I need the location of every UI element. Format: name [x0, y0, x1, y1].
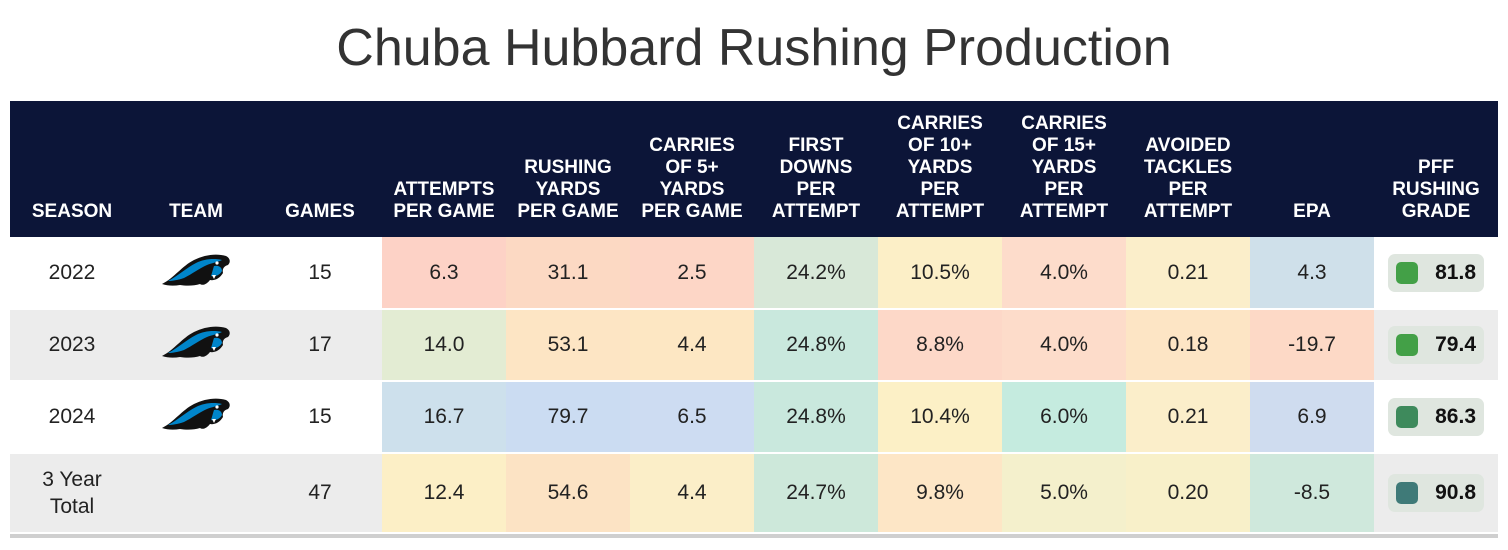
grade-color-swatch	[1396, 482, 1418, 504]
cell-team	[134, 237, 258, 310]
cell-first-downs-per-attempt: 24.2%	[754, 237, 878, 310]
header-epa: EPA	[1293, 201, 1331, 222]
cell-team	[134, 381, 258, 454]
panther-logo-icon	[162, 326, 230, 358]
header-rushing-yards-per-game: RUSHING YARDS PER GAME	[517, 157, 619, 222]
cell-epa: -19.7	[1250, 309, 1374, 382]
table-header-row: SEASON TEAM GAMES ATTEMPTS PER GAME RUSH…	[10, 101, 1498, 237]
grade-value: 90.8	[1435, 481, 1476, 504]
cell-games: 47	[258, 453, 382, 534]
cell-epa: 6.9	[1250, 381, 1374, 454]
page-title: Chuba Hubbard Rushing Production	[336, 19, 1172, 77]
grade-color-swatch	[1396, 334, 1418, 356]
cell-carries-10-plus-per-attempt: 8.8%	[878, 309, 1002, 382]
cell-season: 3 Year Total	[10, 453, 134, 534]
cell-season: 2023	[10, 309, 134, 382]
rushing-stats-table: SEASON TEAM GAMES ATTEMPTS PER GAME RUSH…	[10, 101, 1498, 538]
cell-games: 15	[258, 381, 382, 454]
cell-rushing-yards-per-game: 31.1	[506, 237, 630, 310]
cell-rushing-yards-per-game: 79.7	[506, 381, 630, 454]
table-row: 3 Year Total 47 12.4 54.6 4.4 24.7% 9.8% 5.0% 0.…	[10, 453, 1498, 534]
cell-carries-15-plus-per-attempt: 5.0%	[1002, 453, 1126, 534]
grade-color-swatch	[1396, 261, 1418, 284]
header-pff-rushing-grade: PFF RUSHING GRADE	[1392, 157, 1480, 222]
table-bottom-border	[10, 533, 1498, 538]
cell-attempts-per-game: 6.3	[382, 237, 506, 310]
cell-epa: 4.3	[1250, 237, 1374, 310]
cell-attempts-per-game: 16.7	[382, 381, 506, 454]
grade-value: 86.3	[1435, 405, 1476, 428]
cell-avoided-tackles-per-attempt: 0.21	[1126, 237, 1250, 310]
header-season: SEASON	[31, 201, 113, 222]
cell-carries-10-plus-per-attempt: 10.5%	[878, 237, 1002, 310]
grade-badge: 86.3	[1388, 398, 1484, 436]
cell-avoided-tackles-per-attempt: 0.20	[1126, 453, 1250, 534]
header-carries-5-plus-per-game: CARRIES OF 5+ YARDS PER GAME	[641, 135, 743, 222]
cell-rushing-yards-per-game: 54.6	[506, 453, 630, 534]
header-carries-10-plus-per-attempt: CARRIES OF 10+ YARDS PER ATTEMPT	[895, 113, 985, 222]
cell-avoided-tackles-per-attempt: 0.21	[1126, 381, 1250, 454]
cell-carries-15-plus-per-attempt: 6.0%	[1002, 381, 1126, 454]
grade-badge: 81.8	[1388, 253, 1484, 292]
cell-team	[134, 453, 258, 534]
cell-carries-5-plus-per-game: 4.4	[630, 309, 754, 382]
cell-team	[134, 309, 258, 382]
cell-attempts-per-game: 14.0	[382, 309, 506, 382]
cell-avoided-tackles-per-attempt: 0.18	[1126, 309, 1250, 382]
cell-attempts-per-game: 12.4	[382, 453, 506, 534]
cell-pff-rushing-grade: 79.4	[1374, 309, 1498, 382]
cell-pff-rushing-grade: 90.8	[1374, 453, 1498, 534]
cell-pff-rushing-grade: 81.8	[1374, 237, 1498, 310]
header-games: GAMES	[285, 201, 355, 222]
grade-value: 81.8	[1435, 260, 1476, 284]
cell-carries-10-plus-per-attempt: 9.8%	[878, 453, 1002, 534]
cell-carries-15-plus-per-attempt: 4.0%	[1002, 237, 1126, 310]
header-attempts-per-game: ATTEMPTS PER GAME	[393, 179, 495, 222]
panther-logo-icon	[162, 398, 230, 430]
cell-first-downs-per-attempt: 24.8%	[754, 381, 878, 454]
header-first-downs-per-attempt: FIRST DOWNS PER ATTEMPT	[771, 135, 861, 222]
cell-first-downs-per-attempt: 24.7%	[754, 453, 878, 534]
header-avoided-tackles-per-attempt: AVOIDED TACKLES PER ATTEMPT	[1143, 135, 1233, 222]
cell-games: 17	[258, 309, 382, 382]
table-row: 2022 15 6.3 31.1 2.5 24.2% 10.5% 4.0% 0.21 4.3 81.…	[10, 237, 1498, 310]
cell-season: 2024	[10, 381, 134, 454]
header-team: TEAM	[169, 201, 223, 222]
cell-pff-rushing-grade: 86.3	[1374, 381, 1498, 454]
grade-value: 79.4	[1435, 333, 1476, 356]
cell-carries-5-plus-per-game: 2.5	[630, 237, 754, 310]
table-row: 2023 17 14.0 53.1 4.4 24.8% 8.8% 4.0% 0.18 -19.7 7…	[10, 309, 1498, 382]
cell-games: 15	[258, 237, 382, 310]
panther-logo-icon	[162, 254, 230, 286]
cell-epa: -8.5	[1250, 453, 1374, 534]
grade-badge: 79.4	[1388, 326, 1484, 364]
grade-color-swatch	[1396, 406, 1418, 428]
table-row: 2024 15 16.7 79.7 6.5 24.8% 10.4% 6.0% 0.21 6.9 86…	[10, 381, 1498, 454]
cell-carries-15-plus-per-attempt: 4.0%	[1002, 309, 1126, 382]
cell-carries-10-plus-per-attempt: 10.4%	[878, 381, 1002, 454]
cell-season: 2022	[10, 237, 134, 310]
header-carries-15-plus-per-attempt: CARRIES OF 15+ YARDS PER ATTEMPT	[1019, 113, 1109, 222]
grade-badge: 90.8	[1388, 474, 1484, 512]
cell-carries-5-plus-per-game: 6.5	[630, 381, 754, 454]
cell-first-downs-per-attempt: 24.8%	[754, 309, 878, 382]
cell-rushing-yards-per-game: 53.1	[506, 309, 630, 382]
cell-carries-5-plus-per-game: 4.4	[630, 453, 754, 534]
